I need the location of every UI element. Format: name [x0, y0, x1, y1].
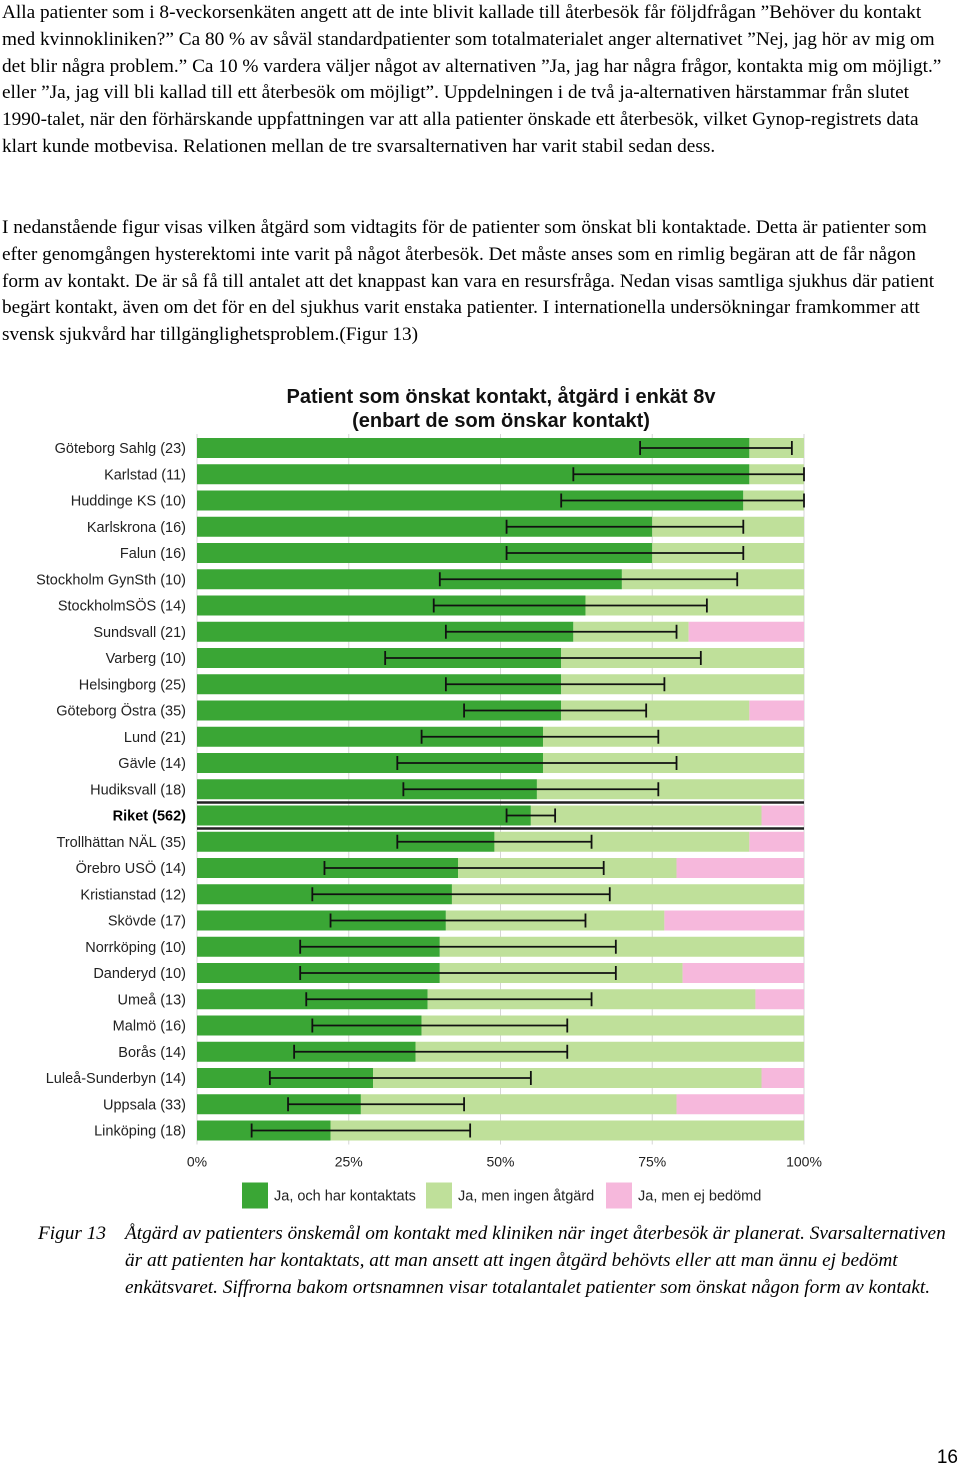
category-label: Stockholm GynSth (10) [36, 572, 186, 588]
x-tick-label: 25% [335, 1154, 363, 1170]
bar-segment [330, 1120, 804, 1141]
page-number: 16 [936, 1447, 958, 1468]
category-label: Uppsala (33) [103, 1097, 186, 1113]
legend-swatch [426, 1182, 452, 1209]
category-label: Karlstad (11) [104, 467, 186, 483]
category-label: Gävle (14) [118, 756, 186, 772]
category-label: StockholmSÖS (14) [58, 597, 186, 615]
bar-segment [664, 910, 804, 931]
bar-segment [749, 700, 804, 721]
category-label: Danderyd (10) [93, 966, 186, 982]
bar-segment [451, 884, 804, 905]
body-paragraph-1: Alla patienter som i 8-veckorsenkäten an… [2, 2, 942, 157]
bar-segment [755, 989, 804, 1010]
chart-bars [197, 438, 804, 1141]
x-tick-label: 50% [486, 1154, 514, 1170]
category-label: Göteborg Östra (35) [56, 702, 186, 720]
bar-segment [197, 569, 622, 590]
bar-segment [197, 516, 653, 537]
bar-segment [197, 700, 562, 721]
stacked-bar-chart: Patient som önskat kontakt, åtgärd i enk… [36, 385, 822, 1209]
bar-segment [761, 1068, 804, 1088]
category-label: Lund (21) [124, 730, 186, 746]
x-tick-label: 100% [786, 1154, 822, 1170]
bar-segment [561, 674, 804, 695]
bar-segment [688, 621, 804, 642]
bar-segment [197, 438, 750, 458]
category-label: Riket (562) [113, 809, 187, 825]
legend-swatch [606, 1182, 632, 1209]
category-label: Linköping (18) [94, 1124, 186, 1140]
bar-segment [197, 595, 586, 616]
category-label: Karlskrona (16) [87, 520, 186, 536]
bar-segment [494, 831, 750, 852]
bar-segment [682, 963, 804, 983]
legend-label: Ja, men ej bedömd [638, 1189, 761, 1205]
figure-caption-text: Åtgärd av patienters önskemål om kontakt… [125, 1223, 946, 1298]
bar-segment [197, 726, 543, 747]
bar-segment [415, 1041, 804, 1062]
category-label: Skövde (17) [108, 914, 186, 930]
legend-label: Ja, men ingen åtgärd [458, 1189, 594, 1205]
category-label: Hudiksvall (18) [90, 782, 186, 798]
bar-segment [197, 674, 562, 695]
bar-segment [676, 858, 804, 878]
category-label: Varberg (10) [106, 651, 186, 667]
bar-segment [197, 753, 543, 773]
category-label: Örebro USÖ (14) [76, 859, 186, 877]
bar-segment [197, 779, 537, 800]
bar-segment [373, 1068, 762, 1088]
bar-segment [421, 1015, 804, 1036]
bar-segment [197, 648, 562, 668]
chart-category-labels: Göteborg Sahlg (23) Karlstad (11) Huddinge… [36, 441, 186, 1140]
bar-segment [197, 1094, 361, 1115]
x-tick-label: 75% [638, 1154, 666, 1170]
category-label: Falun (16) [120, 546, 186, 562]
category-label: Malmö (16) [113, 1019, 186, 1035]
legend-swatch [242, 1182, 268, 1209]
category-label: Trollhättan NÄL (35) [57, 834, 186, 851]
category-label: Sundsvall (21) [93, 625, 186, 641]
category-label: Kristianstad (12) [80, 887, 186, 903]
bar-segment [197, 543, 653, 563]
bar-segment [197, 621, 574, 642]
bar-segment [536, 779, 804, 800]
category-label: Borås (14) [118, 1045, 186, 1061]
legend-label: Ja, och har kontaktats [274, 1189, 416, 1205]
chart-legend: Ja, och har kontaktats Ja, men ingen åtgä… [242, 1182, 761, 1209]
x-tick-label: 0% [187, 1154, 207, 1170]
chart-title: Patient som önskat kontakt, åtgärd i enk… [286, 385, 716, 408]
bar-segment [197, 464, 750, 485]
bar-segment [197, 490, 744, 511]
category-label: Huddinge KS (10) [71, 494, 186, 510]
bar-segment [561, 700, 750, 721]
bar-segment [197, 831, 495, 852]
category-label: Göteborg Sahlg (23) [55, 441, 186, 457]
chart-error-bars [250, 441, 805, 1138]
bar-segment [197, 910, 446, 931]
chart-subtitle: (enbart de som önskar kontakt) [352, 410, 650, 432]
figure-caption-label: Figur 13 [38, 1223, 107, 1244]
bar-segment [749, 831, 804, 852]
bar-segment [530, 805, 762, 826]
bar-segment [676, 1094, 804, 1115]
chart-x-axis: 0% 25% 50% 75% 100% [187, 1154, 822, 1170]
body-paragraph-2: I nedanstående figur visas vilken åtgärd… [2, 217, 935, 346]
bar-segment [197, 1015, 422, 1036]
bar-segment [542, 726, 804, 747]
category-label: Luleå-Sunderbyn (14) [46, 1071, 186, 1087]
category-label: Norrköping (10) [85, 940, 186, 956]
category-label: Umeå (13) [118, 992, 187, 1008]
category-label: Helsingborg (25) [79, 677, 186, 693]
bar-segment [197, 805, 531, 826]
bar-segment [360, 1094, 677, 1115]
bar-segment [761, 805, 804, 826]
bar-segment [439, 936, 804, 957]
